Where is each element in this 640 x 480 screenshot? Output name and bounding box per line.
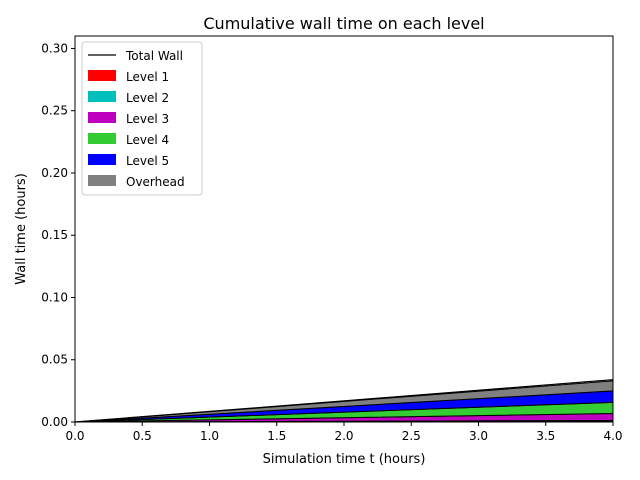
y-tick-label: 0.30 (41, 41, 68, 55)
y-tick-label: 0.10 (41, 290, 68, 304)
y-tick-label: 0.00 (41, 415, 68, 429)
legend-label-level-3: Level 3 (126, 112, 169, 126)
y-axis-ticks: 0.00 0.05 0.10 0.15 0.20 0.25 0.30 (41, 41, 75, 429)
x-axis-label: Simulation time t (hours) (263, 452, 426, 467)
legend-swatch-level-4 (88, 133, 116, 144)
y-tick-label: 0.15 (41, 228, 68, 242)
x-tick-label: 3.5 (536, 429, 555, 443)
y-axis-label: Wall time (hours) (14, 173, 29, 285)
legend-swatch-level-5 (88, 154, 116, 165)
chart-title: Cumulative wall time on each level (203, 14, 484, 33)
x-tick-label: 0.0 (65, 429, 84, 443)
legend-swatch-level-3 (88, 112, 116, 123)
legend-label-level-2: Level 2 (126, 91, 169, 105)
x-tick-label: 1.0 (200, 429, 219, 443)
legend-swatch-level-1 (88, 70, 116, 81)
legend-label-total-wall: Total Wall (125, 49, 183, 63)
x-tick-label: 4.0 (603, 429, 622, 443)
total-wall-line (74, 379, 614, 423)
y-tick-label: 0.20 (41, 166, 68, 180)
x-tick-label: 0.5 (133, 429, 152, 443)
legend-swatch-level-2 (88, 91, 116, 102)
y-tick-label: 0.25 (41, 104, 68, 118)
legend-label-level-1: Level 1 (126, 70, 169, 84)
x-tick-label: 3.0 (469, 429, 488, 443)
x-tick-label: 2.0 (334, 429, 353, 443)
x-tick-label: 2.5 (402, 429, 421, 443)
x-axis-ticks: 0.0 0.5 1.0 1.5 2.0 2.5 3.0 3.5 4.0 (65, 422, 623, 443)
legend-label-level-5: Level 5 (126, 154, 169, 168)
legend-label-level-4: Level 4 (126, 133, 169, 147)
legend-swatch-overhead (88, 175, 116, 186)
total-wall-line-group (74, 379, 614, 423)
legend-label-overhead: Overhead (126, 175, 185, 189)
x-tick-label: 1.5 (267, 429, 286, 443)
legend: Total Wall Level 1 Level 2 Level 3 Level 4 Le… (81, 41, 203, 196)
y-tick-label: 0.05 (41, 353, 68, 367)
